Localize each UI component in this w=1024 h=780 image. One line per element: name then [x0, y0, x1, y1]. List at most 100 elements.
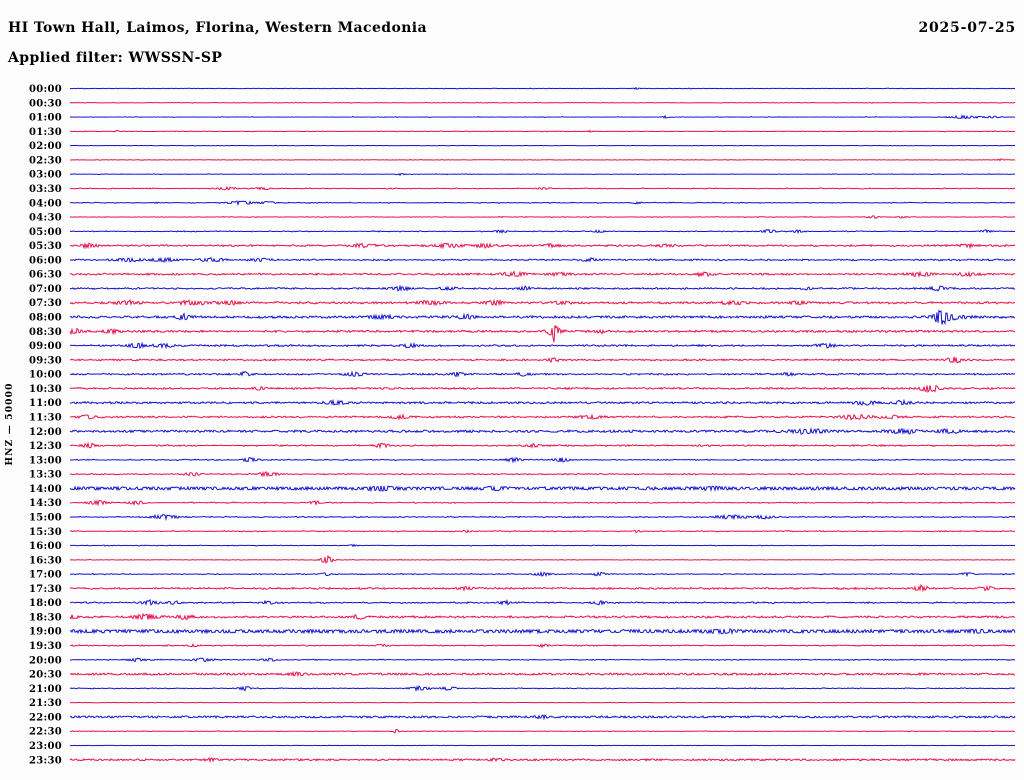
seismogram-trace — [69, 101, 1015, 104]
row-time-label: 08:00 — [29, 313, 62, 324]
seismogram-trace — [69, 744, 1016, 747]
row-time-label: 11:00 — [29, 398, 62, 409]
seismogram-trace — [69, 714, 1016, 721]
row-time-label: 06:30 — [29, 270, 62, 281]
row-time-label: 06:00 — [29, 255, 62, 266]
seismogram-trace — [69, 583, 1016, 593]
row-time-label: 02:00 — [29, 141, 62, 152]
seismogram-trace — [69, 570, 1015, 578]
row-time-label: 14:00 — [29, 484, 62, 495]
seismogram-trace — [69, 543, 1016, 548]
seismogram-trace — [69, 356, 1016, 364]
row-time-label: 15:00 — [29, 512, 62, 523]
seismogram-trace — [69, 441, 1016, 450]
seismogram-trace — [69, 172, 1015, 177]
seismogram-trace — [69, 598, 1016, 606]
seismogram-trace — [69, 228, 1015, 234]
row-time-label: 21:30 — [29, 698, 62, 709]
seismogram-trace — [69, 729, 1015, 734]
row-time-label: 04:30 — [29, 213, 62, 224]
seismogram-trace — [69, 554, 1016, 564]
seismogram-trace — [69, 643, 1016, 649]
seismogram-trace — [69, 256, 1016, 263]
seismogram-trace — [69, 499, 1015, 507]
row-time-label: 10:30 — [29, 384, 62, 395]
seismogram-trace — [69, 284, 1016, 292]
row-time-label: 00:30 — [29, 98, 62, 109]
row-time-label: 13:30 — [29, 470, 62, 481]
seismogram-trace — [69, 341, 1016, 350]
row-time-label: 16:30 — [29, 555, 62, 566]
row-time-label: 17:00 — [29, 570, 62, 581]
seismogram-trace — [69, 185, 1016, 191]
seismogram-trace — [69, 325, 1016, 343]
row-time-label: 01:00 — [29, 113, 62, 124]
seismogram-trace — [69, 685, 1016, 692]
row-time-label: 20:30 — [29, 670, 62, 681]
station-title: HI Town Hall, Laimos, Florina, Western M… — [8, 20, 427, 36]
row-time-label: 12:30 — [29, 441, 62, 452]
seismogram-trace — [69, 413, 1016, 421]
row-time-label: 03:00 — [29, 170, 62, 181]
row-time-label: 03:30 — [29, 184, 62, 195]
row-time-label: 10:00 — [29, 370, 62, 381]
row-time-label: 18:00 — [29, 598, 62, 609]
row-time-label: 05:00 — [29, 227, 62, 238]
row-time-label: 04:00 — [29, 198, 62, 209]
seismogram-trace — [69, 114, 1016, 120]
seismogram-trace — [69, 144, 1015, 147]
row-time-label: 23:30 — [29, 755, 62, 766]
seismogram-trace — [69, 129, 1016, 133]
row-time-label: 19:00 — [29, 627, 62, 638]
row-time-label: 15:30 — [29, 527, 62, 538]
row-time-label: 21:00 — [29, 684, 62, 695]
row-time-label: 01:30 — [29, 127, 62, 138]
row-time-label: 08:30 — [29, 327, 62, 338]
seismogram-trace — [69, 657, 1016, 663]
seismogram-trace — [69, 398, 1016, 407]
seismogram-trace — [69, 456, 1016, 464]
seismogram-trace — [69, 628, 1016, 636]
seismogram-trace — [69, 158, 1016, 162]
row-time-label: 18:30 — [29, 612, 62, 623]
row-time-label: 22:00 — [29, 712, 62, 723]
seismogram-trace — [69, 612, 1015, 621]
row-time-label: 07:30 — [29, 298, 62, 309]
row-time-label: 02:30 — [29, 155, 62, 166]
row-time-label: 20:00 — [29, 655, 62, 666]
seismogram-trace — [69, 215, 1016, 219]
record-date: 2025-07-25 — [918, 20, 1016, 36]
seismogram-trace — [69, 370, 1016, 378]
seismogram-trace — [69, 242, 1016, 250]
row-time-label: 23:00 — [29, 741, 62, 752]
seismogram-trace — [69, 756, 1016, 764]
seismogram-trace — [69, 298, 1015, 307]
row-time-label: 07:00 — [29, 284, 62, 295]
row-time-label: 12:00 — [29, 427, 62, 438]
row-time-label: 09:00 — [29, 341, 62, 352]
seismogram-trace — [69, 470, 1016, 478]
seismogram-trace — [69, 529, 1016, 533]
seismogram-trace — [69, 200, 1016, 207]
row-time-label: 16:00 — [29, 541, 62, 552]
row-time-label: 00:00 — [29, 84, 62, 95]
seismogram-trace — [69, 385, 1016, 393]
row-time-label: 19:30 — [29, 641, 62, 652]
applied-filter-label: Applied filter: WWSSN-SP — [8, 50, 223, 66]
row-time-label: 09:30 — [29, 355, 62, 366]
seismogram-trace — [69, 485, 1016, 493]
row-time-label: 22:30 — [29, 727, 62, 738]
seismogram-trace — [69, 670, 1016, 677]
row-time-label: 13:00 — [29, 455, 62, 466]
row-time-label: 05:30 — [29, 241, 62, 252]
seismogram-trace — [69, 86, 1016, 90]
seismogram-trace — [69, 426, 1016, 436]
row-time-label: 14:30 — [29, 498, 62, 509]
seismogram-trace — [69, 513, 1016, 521]
seismogram-trace — [69, 309, 1016, 326]
seismogram-trace — [69, 270, 1016, 278]
row-time-label: 11:30 — [29, 413, 62, 424]
seismogram-trace — [69, 701, 1015, 704]
